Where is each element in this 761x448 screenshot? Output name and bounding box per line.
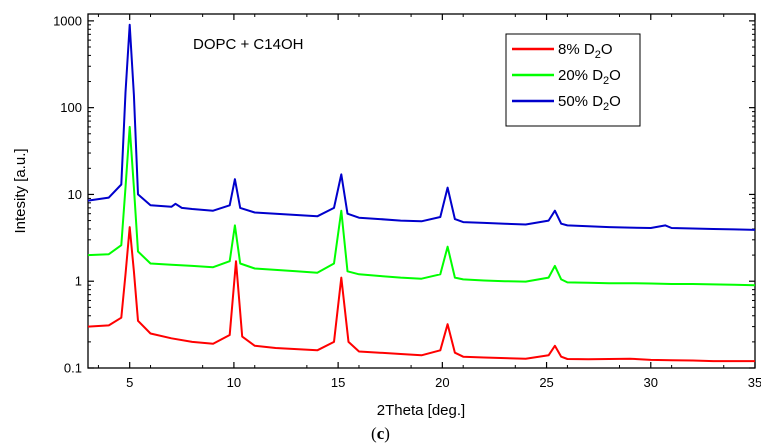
legend-label-3: 50% D2O xyxy=(558,93,621,113)
x-tick-label: 30 xyxy=(644,375,658,390)
legend: 8% D2O 20% D2O 50% D2O xyxy=(505,33,641,127)
series-layer xyxy=(87,23,756,363)
x-tick-label: 20 xyxy=(435,375,449,390)
x-tick-label: 10 xyxy=(227,375,241,390)
series-line-2 xyxy=(87,125,756,287)
caption-label: c xyxy=(376,424,385,443)
x-axis-title: 2Theta [deg.] xyxy=(377,402,465,419)
series-line-3 xyxy=(87,23,756,231)
y-tick-label: 0.1 xyxy=(64,361,82,376)
caption-open: ( xyxy=(371,424,377,443)
x-axis: 5 10 15 20 25 30 35 xyxy=(97,14,761,390)
y-tick-label: 1000 xyxy=(53,13,82,28)
legend-label-1: 8% D2O xyxy=(558,41,612,61)
x-tick-label: 35 xyxy=(748,375,761,390)
y-axis: 0.1 1 10 100 1000 xyxy=(53,13,755,376)
series-line-1 xyxy=(87,226,755,363)
legend-items: 8% D2O 20% D2O 50% D2O xyxy=(512,41,621,113)
caption-close: ) xyxy=(384,424,390,443)
x-tick-label: 25 xyxy=(539,375,553,390)
x-tick-label: 15 xyxy=(331,375,345,390)
figure-caption: (c) xyxy=(0,424,761,444)
y-tick-label: 10 xyxy=(68,187,82,202)
legend-label-2: 20% D2O xyxy=(558,67,621,87)
x-tick-label: 5 xyxy=(126,375,133,390)
annotation-text: DOPC + C14OH xyxy=(193,36,303,53)
y-axis-title: Intesity [a.u.] xyxy=(12,148,29,233)
plot-frame-group xyxy=(87,13,756,369)
y-tick-label: 100 xyxy=(60,100,82,115)
plot-frame xyxy=(87,13,756,369)
y-tick-label: 1 xyxy=(75,274,82,289)
